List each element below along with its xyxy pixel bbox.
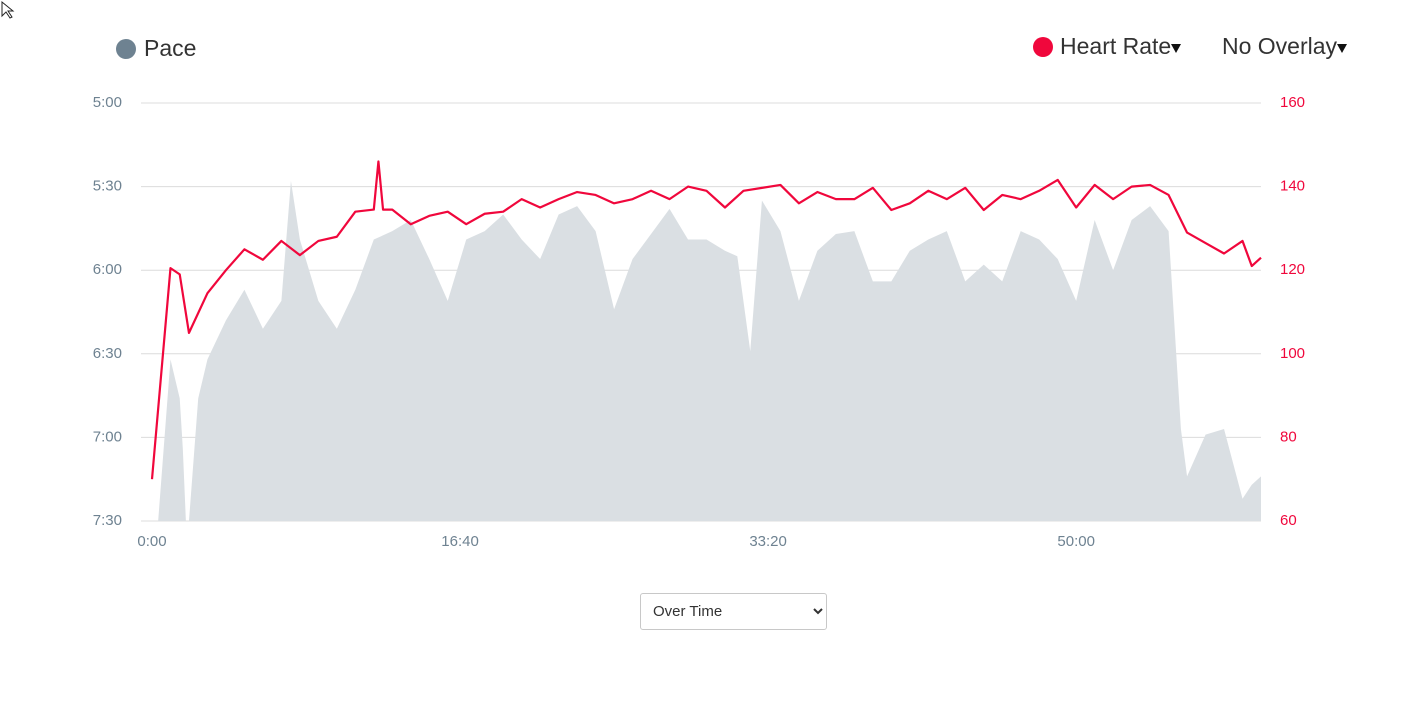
y-tick-label: 5:00 <box>93 94 122 111</box>
x-tick-label: 50:00 <box>1057 533 1095 550</box>
legend-marker <box>1033 37 1053 57</box>
y2-tick-label: 60 <box>1280 512 1297 529</box>
legend-label: Pace <box>144 35 196 61</box>
y-tick-label: 7:30 <box>93 512 122 529</box>
dropdown-arrow[interactable] <box>1171 44 1181 53</box>
legend-label: Heart Rate <box>1060 33 1171 59</box>
y2-tick-label: 140 <box>1280 178 1305 195</box>
pace-area <box>158 181 1261 521</box>
y-tick-label: 6:00 <box>93 261 122 278</box>
y2-tick-label: 120 <box>1280 261 1305 278</box>
legend-marker <box>116 39 136 59</box>
y2-tick-label: 160 <box>1280 94 1305 111</box>
y-tick-label: 6:30 <box>93 345 122 362</box>
view-select[interactable]: Over Time <box>640 593 827 630</box>
y-tick-label: 5:30 <box>93 178 122 195</box>
x-tick-label: 16:40 <box>441 533 479 550</box>
x-tick-label: 0:00 <box>137 533 166 550</box>
cursor <box>1 0 15 19</box>
x-tick-label: 33:20 <box>749 533 787 550</box>
y-tick-label: 7:00 <box>93 428 122 445</box>
heart-rate-line <box>150 160 1262 480</box>
y2-tick-label: 100 <box>1280 345 1305 362</box>
y2-tick-label: 80 <box>1280 428 1297 445</box>
dropdown-arrow[interactable] <box>1337 44 1347 53</box>
overlay-toggle[interactable]: No Overlay <box>1222 33 1338 59</box>
